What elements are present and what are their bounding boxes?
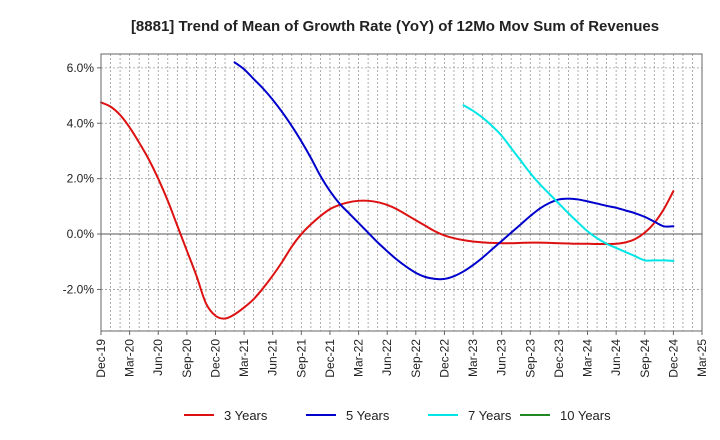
legend: 3 Years 5 Years 7 Years 10 Years	[184, 408, 611, 423]
chart-title: [8881] Trend of Mean of Growth Rate (YoY…	[131, 18, 659, 35]
x-tick-label: Dec-23	[552, 339, 566, 378]
series-line-3-years	[100, 101, 675, 320]
x-tick-label: Jun-20	[151, 339, 165, 376]
plot-area	[101, 54, 702, 331]
x-tick-label: Sep-22	[409, 339, 423, 378]
series-line-7-years	[462, 104, 675, 262]
x-tick-label: Dec-22	[437, 339, 451, 378]
x-tick-label: Sep-20	[180, 339, 194, 378]
x-tick-label: Mar-21	[237, 339, 251, 377]
y-tick-label: 0.0%	[67, 227, 95, 241]
series-line-5-years	[233, 61, 675, 281]
x-tick-label: Mar-25	[695, 339, 709, 377]
series-layer	[100, 61, 675, 320]
x-tick-label: Sep-23	[523, 339, 537, 378]
y-tick-label: -2.0%	[63, 282, 95, 296]
x-tick-label: Sep-21	[294, 339, 308, 378]
legend-label-10-years: 10 Years	[560, 408, 611, 423]
x-tick-label: Dec-24	[666, 339, 680, 378]
y-tick-label: 4.0%	[67, 116, 95, 130]
y-tick-label: 2.0%	[67, 172, 95, 186]
x-tick-label: Mar-20	[123, 339, 137, 377]
legend-label-3-years: 3 Years	[224, 408, 268, 423]
x-tick-label: Mar-24	[581, 339, 595, 377]
x-tick-label: Jun-22	[380, 339, 394, 376]
y-tick-label: 6.0%	[67, 61, 95, 75]
x-tick-label: Dec-21	[323, 339, 337, 378]
x-tick-label: Dec-20	[208, 339, 222, 378]
x-tick-label: Jun-24	[609, 339, 623, 376]
legend-label-7-years: 7 Years	[468, 408, 512, 423]
x-axis: Dec-19 Mar-20 Jun-20 Sep-20 Dec-20 Mar-21 Jun-…	[94, 331, 709, 378]
x-tick-label: Sep-24	[638, 339, 652, 378]
x-tick-label: Jun-21	[266, 339, 280, 376]
x-tick-label: Dec-19	[94, 339, 108, 378]
x-tick-label: Jun-23	[495, 339, 509, 376]
plot-border	[100, 53, 703, 332]
x-tick-label: Mar-22	[352, 339, 366, 377]
x-tick-label: Mar-23	[466, 339, 480, 377]
legend-label-5-years: 5 Years	[346, 408, 390, 423]
y-axis: 6.0% 4.0% 2.0% 0.0% -2.0%	[63, 61, 101, 296]
